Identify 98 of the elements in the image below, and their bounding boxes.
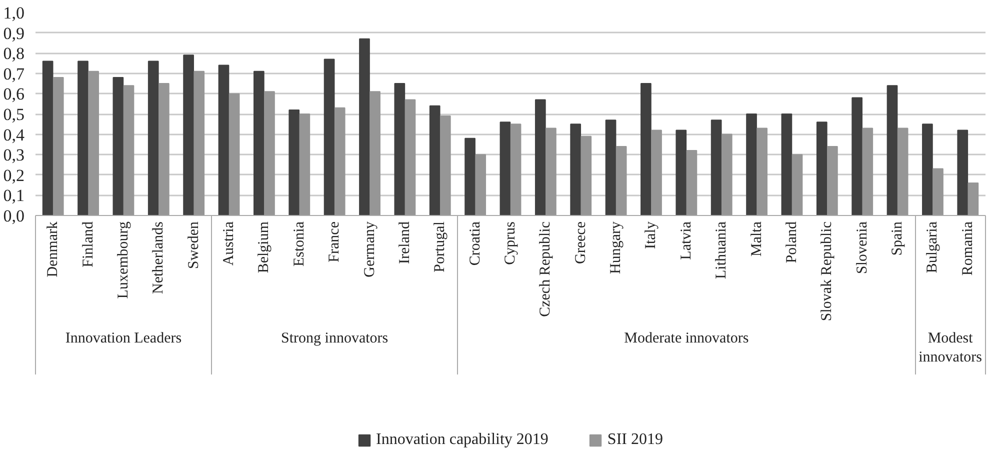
bar: [957, 130, 968, 216]
bar: [570, 124, 582, 216]
x-tick-label: Poland: [784, 221, 800, 264]
bar: [158, 83, 170, 216]
bar: [194, 70, 205, 216]
y-tick-label: 0,6: [3, 84, 24, 104]
bar: [605, 120, 616, 216]
x-tick-label: Sweden: [186, 221, 202, 269]
bar: [781, 114, 792, 216]
y-tick-label: 0,2: [3, 166, 24, 185]
y-tick-label: 0,8: [3, 44, 24, 64]
bar: [183, 54, 194, 216]
x-tick-label: Slovak Republic: [819, 221, 836, 322]
bar: [440, 116, 451, 216]
x-tick-label: Greece: [572, 221, 589, 264]
bar: [792, 154, 803, 216]
x-tick-label: Ireland: [396, 221, 413, 264]
x-tick-label: Malta: [748, 221, 765, 256]
legend-label: Innovation capability 2019: [376, 431, 548, 449]
bar: [676, 130, 687, 216]
bar: [510, 124, 522, 216]
bar: [404, 99, 416, 216]
bar: [42, 60, 54, 216]
x-tick-label: Lithuania: [714, 221, 730, 279]
x-tick-label: Estonia: [291, 221, 308, 266]
bar: [534, 99, 546, 216]
x-tick-label: Austria: [221, 221, 238, 266]
bar: [500, 122, 511, 216]
x-tick-label: Slovenia: [854, 221, 870, 274]
bar: [264, 91, 275, 216]
bar: [78, 60, 88, 216]
x-tick-label: Hungary: [608, 221, 624, 274]
x-tick-label: Latvia: [678, 221, 694, 260]
x-tick-label: Cyprus: [502, 221, 518, 265]
bar: [370, 91, 380, 216]
y-tick-label: 0,4: [3, 125, 25, 144]
bar: [334, 107, 346, 216]
x-tick-label: Germany: [362, 221, 378, 278]
x-tick-label: Netherlands: [150, 221, 167, 294]
bar: [721, 134, 732, 216]
bar: [429, 105, 440, 216]
x-tick-label: Portugal: [432, 221, 448, 272]
x-tick-label: Italy: [643, 221, 660, 249]
bar: [756, 128, 768, 216]
bar: [932, 168, 944, 216]
text: Modest innovators: [918, 330, 982, 366]
bar: [112, 76, 124, 216]
bar: [52, 76, 64, 216]
text: Strong innovators: [281, 330, 388, 346]
x-tick-label: Bulgaria: [924, 221, 941, 274]
x-tick-label: Spain: [890, 221, 906, 256]
bar: [922, 124, 933, 216]
bar: [123, 85, 134, 216]
x-tick-label: Belgium: [256, 221, 272, 274]
x-tick-label: Finland: [80, 221, 96, 268]
bar: [580, 136, 592, 216]
bar: [475, 154, 486, 216]
bar: [827, 146, 838, 216]
y-tick-label: 0,5: [3, 105, 24, 124]
bar: [710, 120, 722, 216]
bar: [394, 83, 406, 216]
x-tick-label: France: [326, 221, 343, 262]
x-tick-label: Luxembourg: [115, 221, 132, 299]
bar: [852, 97, 862, 216]
bar: [359, 38, 370, 216]
bar: [651, 130, 662, 216]
legend-label: SII 2019: [607, 431, 663, 449]
x-tick-label: Czech Republic: [538, 221, 554, 317]
bar: [148, 60, 159, 216]
x-tick-label: Denmark: [45, 221, 62, 278]
y-tick-label: 0,1: [3, 186, 24, 206]
bar: [862, 128, 874, 216]
bar: [640, 83, 652, 216]
bar: [686, 150, 698, 216]
y-tick-label: 0,0: [3, 206, 24, 226]
bar: [746, 114, 757, 216]
y-tick-label: 1,0: [3, 4, 24, 22]
text: Innovation Leaders: [65, 330, 182, 346]
y-tick-label: 0,3: [3, 146, 24, 165]
y-tick-label: 0,7: [3, 64, 25, 84]
bar: [886, 85, 898, 216]
bar: [88, 70, 99, 216]
bar: [324, 58, 335, 216]
y-tick-label: 0,9: [3, 24, 24, 43]
x-tick-label: Croatia: [467, 221, 484, 266]
bar: [616, 146, 627, 216]
bar: [299, 114, 310, 216]
bar: [218, 64, 230, 216]
bar: [228, 93, 240, 216]
bar: [546, 128, 556, 216]
bar: [968, 182, 979, 216]
bar: [897, 128, 908, 216]
bar: [254, 70, 264, 216]
text: Moderate innovators: [624, 330, 749, 346]
bar: [816, 122, 828, 216]
x-tick-label: Romania: [960, 221, 976, 276]
bar: [464, 138, 476, 216]
bar: [288, 109, 300, 216]
